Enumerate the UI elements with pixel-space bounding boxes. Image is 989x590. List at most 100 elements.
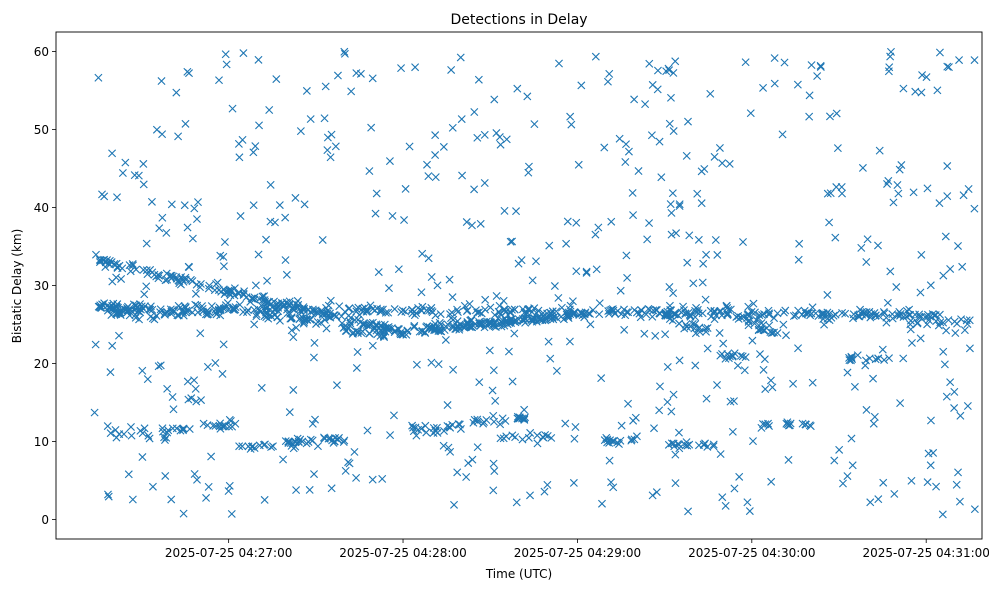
detection-marker	[863, 235, 872, 244]
detection-marker	[823, 290, 832, 299]
detection-marker	[648, 312, 657, 321]
detection-marker	[169, 405, 178, 414]
detection-marker	[813, 72, 822, 81]
detection-marker	[260, 292, 269, 301]
detection-marker	[299, 306, 308, 315]
detection-marker	[342, 326, 351, 335]
detection-marker	[685, 440, 694, 449]
detection-marker	[174, 301, 183, 310]
detection-marker	[783, 420, 792, 429]
detection-marker	[326, 153, 335, 162]
detection-marker	[196, 283, 205, 292]
detection-marker	[263, 276, 272, 285]
detection-marker	[700, 164, 709, 173]
detection-marker	[267, 443, 276, 452]
detection-marker	[167, 274, 176, 283]
detection-marker	[453, 305, 462, 314]
detection-marker	[847, 434, 856, 443]
detection-marker	[552, 366, 561, 375]
detection-marker	[668, 189, 677, 198]
detection-marker	[951, 329, 960, 338]
detection-marker	[368, 475, 377, 484]
detection-marker	[952, 480, 961, 489]
detection-marker	[826, 189, 835, 198]
detection-marker	[264, 314, 273, 323]
detection-marker	[694, 235, 703, 244]
detection-marker	[168, 392, 177, 401]
detection-marker	[715, 307, 724, 316]
detection-marker	[890, 489, 899, 498]
detection-marker	[808, 303, 817, 312]
detection-marker	[476, 219, 485, 228]
detection-marker	[748, 336, 757, 345]
detection-marker	[885, 354, 893, 363]
detection-marker	[946, 378, 955, 387]
detection-marker	[630, 306, 639, 315]
detection-marker	[323, 146, 332, 155]
detection-marker	[955, 497, 964, 506]
detection-marker	[667, 439, 676, 448]
detection-marker	[693, 308, 702, 317]
detection-marker	[306, 435, 315, 444]
detection-marker	[819, 309, 828, 318]
detection-marker	[143, 270, 152, 279]
detection-marker	[648, 491, 657, 500]
detection-marker	[504, 347, 513, 356]
detection-marker	[228, 104, 237, 113]
detection-marker	[418, 302, 427, 311]
detection-marker	[335, 302, 344, 311]
detection-marker	[674, 428, 683, 437]
detection-marker	[773, 309, 782, 318]
detection-marker	[609, 306, 618, 315]
detection-marker	[709, 442, 718, 451]
detection-marker	[661, 330, 670, 339]
detection-marker	[529, 314, 538, 323]
detection-marker	[211, 421, 220, 430]
detection-marker	[218, 369, 227, 378]
detection-marker	[744, 302, 753, 311]
detection-marker	[745, 507, 754, 516]
detection-marker	[359, 319, 368, 328]
detection-marker	[362, 307, 371, 316]
detection-marker	[121, 158, 130, 167]
detection-marker	[946, 264, 955, 273]
detection-marker	[766, 376, 775, 385]
detection-marker	[205, 281, 214, 290]
detection-marker	[570, 434, 579, 443]
detection-marker	[957, 315, 966, 324]
detection-marker	[520, 415, 529, 424]
detection-marker	[794, 306, 803, 315]
detection-marker	[132, 265, 141, 274]
detection-marker	[622, 140, 630, 149]
detection-marker	[571, 423, 580, 431]
detection-marker	[675, 356, 684, 365]
detection-marker	[508, 431, 517, 440]
detection-marker	[823, 189, 832, 198]
detection-marker	[715, 143, 724, 152]
detection-marker	[572, 218, 581, 227]
detection-marker	[489, 411, 498, 420]
detection-marker	[172, 424, 181, 433]
detection-marker	[726, 397, 735, 406]
detection-marker	[531, 257, 540, 266]
detection-marker	[741, 353, 750, 362]
detection-marker	[191, 289, 200, 298]
detection-marker	[782, 419, 791, 428]
detection-marker	[725, 159, 734, 168]
detection-marker	[653, 66, 662, 75]
detection-marker	[344, 304, 353, 313]
detection-marker	[480, 130, 489, 139]
detection-marker	[958, 262, 967, 271]
detection-marker	[272, 75, 281, 84]
detection-marker	[622, 251, 631, 260]
detection-marker	[275, 201, 284, 210]
detection-marker	[310, 470, 319, 479]
detection-marker	[243, 308, 252, 317]
detection-marker	[492, 129, 501, 138]
detection-marker	[954, 468, 963, 477]
detection-marker	[603, 77, 612, 86]
detection-marker	[600, 143, 609, 152]
detection-marker	[427, 358, 436, 367]
detection-marker	[197, 396, 206, 405]
detection-marker	[433, 281, 442, 290]
